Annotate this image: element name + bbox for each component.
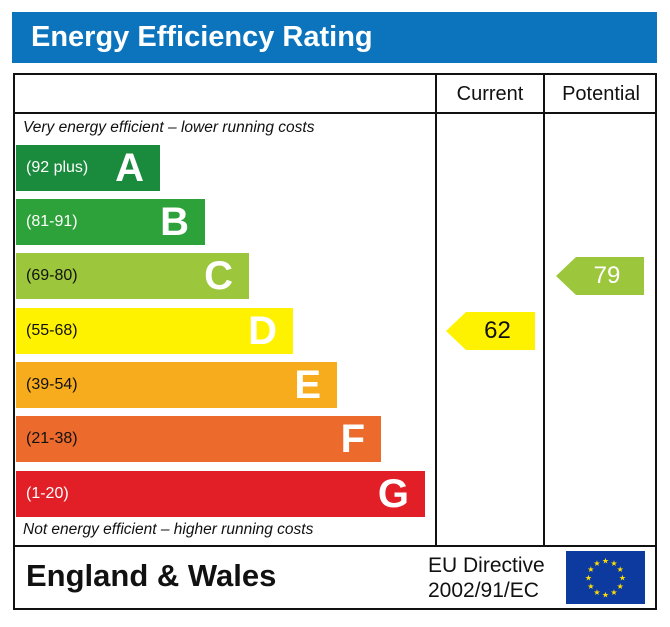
eu-star: ★ (587, 582, 594, 591)
band-range: (81-91) (26, 213, 78, 230)
band-letter: F (340, 416, 365, 461)
column-divider-potential (543, 73, 545, 546)
eu-star: ★ (602, 591, 609, 600)
footer-divider (13, 545, 657, 547)
band-range: (55-68) (26, 322, 78, 339)
column-header-current: Current (456, 83, 524, 105)
band-range: (39-54) (26, 376, 78, 393)
band-g: (1-20) G (16, 471, 425, 517)
eu-star: ★ (593, 588, 600, 597)
band-letter: A (115, 145, 144, 190)
band-letter: D (248, 308, 277, 353)
column-header-potential: Potential (562, 83, 640, 105)
current-rating-value: 62 (484, 317, 511, 344)
band-range: (92 plus) (26, 159, 89, 176)
eu-star: ★ (585, 574, 592, 583)
eu-flag-icon: ★ ★ ★ ★ ★ ★ ★ ★ ★ ★ ★ ★ (566, 551, 645, 604)
note-bottom: Not energy efficient – higher running co… (23, 521, 314, 538)
potential-rating-arrow: 79 (556, 257, 644, 295)
band-f: (21-38) F (16, 416, 381, 462)
band-letter: G (377, 471, 409, 516)
band-letter: B (160, 199, 189, 244)
directive-line1: EU Directive (428, 554, 545, 577)
page-title: Energy Efficiency Rating (12, 12, 657, 63)
eu-star: ★ (617, 582, 624, 591)
eu-star: ★ (602, 557, 609, 566)
header-divider (13, 112, 657, 114)
band-c: (69-80) C (16, 253, 249, 299)
band-range: (21-38) (26, 430, 78, 447)
note-top: Very energy efficient – lower running co… (23, 119, 315, 136)
band-range: (69-80) (26, 267, 78, 284)
rating-frame (13, 73, 657, 610)
potential-rating-value: 79 (593, 262, 621, 289)
directive-line2: 2002/91/EC (428, 579, 539, 602)
eu-star: ★ (617, 565, 624, 574)
band-a: (92 plus) A (16, 145, 160, 191)
column-divider-current (435, 73, 437, 546)
region-label: England & Wales (26, 558, 277, 593)
eu-star: ★ (587, 565, 594, 574)
band-letter: C (204, 253, 233, 298)
eu-star: ★ (610, 588, 617, 597)
band-d: (55-68) D (16, 308, 293, 354)
eu-star: ★ (593, 559, 600, 568)
eu-directive: EU Directive 2002/91/EC (428, 553, 545, 603)
band-b: (81-91) B (16, 199, 205, 245)
eu-star: ★ (619, 574, 626, 583)
band-range: (1-20) (26, 485, 69, 502)
eu-star: ★ (610, 559, 617, 568)
current-rating-arrow: 62 (446, 312, 535, 350)
band-letter: E (294, 362, 321, 407)
band-e: (39-54) E (16, 362, 337, 408)
